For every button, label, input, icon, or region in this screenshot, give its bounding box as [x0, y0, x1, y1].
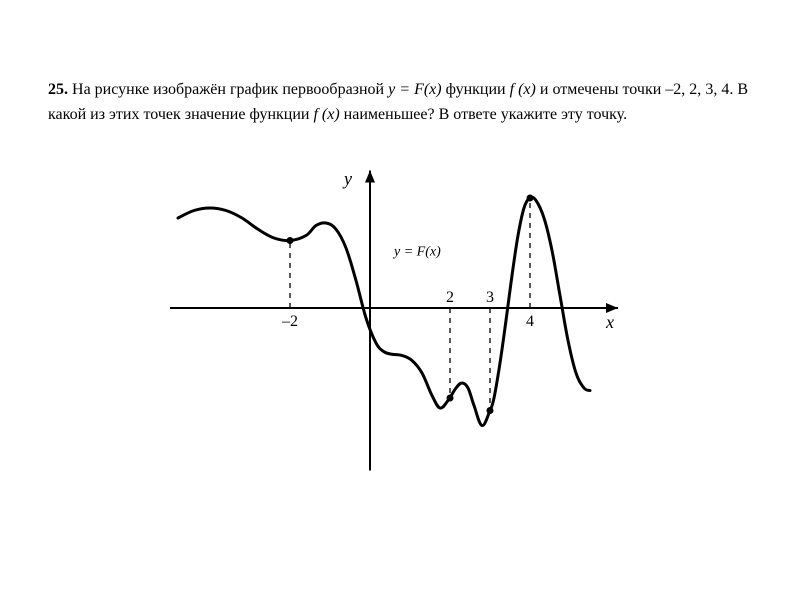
- eq1: y = F(x): [388, 81, 441, 98]
- eq-fx: f (x): [510, 81, 536, 98]
- svg-text:y = F(x): y = F(x): [392, 245, 441, 260]
- svg-text:4: 4: [526, 313, 534, 330]
- eq-fx2: f (x): [313, 106, 339, 123]
- svg-text:x: x: [605, 312, 614, 332]
- problem-statement: 25. На рисунке изображён график первообр…: [48, 78, 748, 128]
- problem-number: 25.: [48, 81, 68, 98]
- t2: функции: [442, 81, 510, 98]
- svg-text:–2: –2: [281, 313, 298, 330]
- svg-text:2: 2: [446, 289, 454, 306]
- svg-text:3: 3: [486, 289, 494, 306]
- t1: На рисунке изображён график первообразно…: [68, 81, 388, 98]
- antiderivative-chart: y x y = F(x) –2 2 3 4: [170, 160, 630, 480]
- t4: наименьшее? В ответе укажите эту точку.: [340, 106, 627, 123]
- svg-text:y: y: [342, 169, 352, 189]
